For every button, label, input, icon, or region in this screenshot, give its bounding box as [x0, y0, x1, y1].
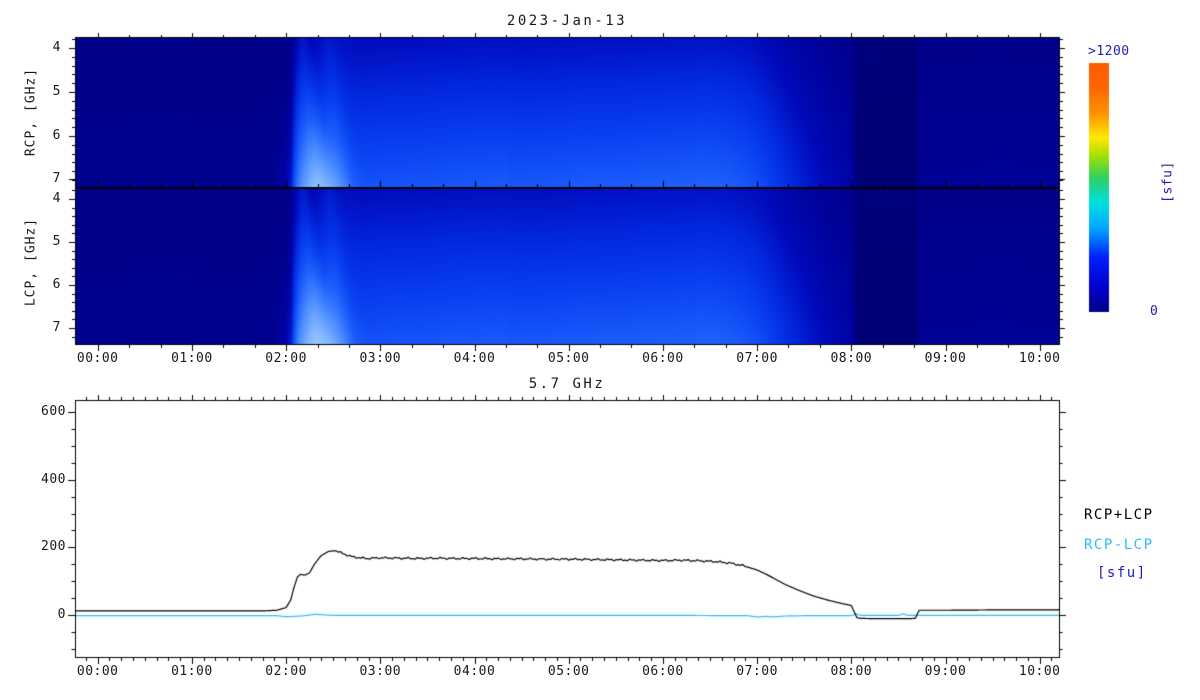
colorbar-max-label: >1200 — [1088, 44, 1130, 59]
freq-tick-label: 7 — [52, 171, 61, 186]
time-tick-label: 10:00 — [1018, 664, 1061, 679]
colorbar-unit-label: [sfu] — [1160, 161, 1176, 203]
time-tick-label: 09:00 — [924, 351, 967, 366]
flux-tick-label: 400 — [41, 471, 66, 487]
time-tick-label: 10:00 — [1018, 351, 1061, 366]
time-tick-label: 03:00 — [359, 664, 402, 679]
freq-tick-label: 6 — [52, 127, 61, 143]
time-tick-label: 05:00 — [547, 664, 590, 679]
freq-tick-label: 5 — [52, 84, 61, 99]
flux-tick-label: 0 — [57, 607, 66, 622]
freq-tick-label: 5 — [52, 234, 61, 249]
time-tick-label: 07:00 — [736, 351, 778, 366]
freq-tick-label: 7 — [52, 320, 61, 335]
time-tick-label: 01:00 — [171, 351, 213, 366]
time-tick-label: 07:00 — [736, 664, 778, 679]
spectrogram-title: 2023-Jan-13 — [506, 13, 628, 29]
freq-tick-label: 4 — [52, 40, 61, 55]
time-tick-label: 04:00 — [453, 664, 496, 679]
time-tick-label: 03:00 — [359, 351, 402, 366]
time-tick-label: 02:00 — [265, 351, 307, 366]
time-tick-label: 06:00 — [642, 351, 684, 366]
rcp-axis-label: RCP, [GHz] — [23, 67, 39, 157]
legend-rcp-minus-lcp: RCP-LCP — [1084, 537, 1154, 553]
time-tick-label: 00:00 — [76, 351, 119, 366]
time-tick-label: 01:00 — [171, 664, 213, 679]
time-tick-label: 09:00 — [924, 664, 967, 679]
flux-tick-label: 200 — [41, 539, 66, 555]
freq-tick-label: 6 — [52, 277, 61, 292]
legend-rcp-plus-lcp: RCP+LCP — [1084, 507, 1154, 523]
lcp-axis-label: LCP, [GHz] — [23, 217, 39, 307]
time-tick-label: 00:00 — [76, 664, 119, 679]
time-tick-label: 08:00 — [830, 664, 873, 679]
freq-tick-label: 4 — [52, 191, 61, 206]
colorbar-min-label: 0 — [1150, 304, 1159, 319]
time-tick-label: 02:00 — [265, 664, 307, 679]
legend-unit-label: [sfu] — [1097, 565, 1147, 581]
time-tick-label: 05:00 — [547, 351, 590, 366]
flux-tick-label: 600 — [41, 404, 66, 419]
time-tick-label: 06:00 — [642, 664, 684, 679]
time-tick-label: 04:00 — [453, 351, 496, 366]
lineplot-title: 5.7 GHz — [528, 376, 606, 392]
time-tick-label: 08:00 — [830, 351, 873, 366]
